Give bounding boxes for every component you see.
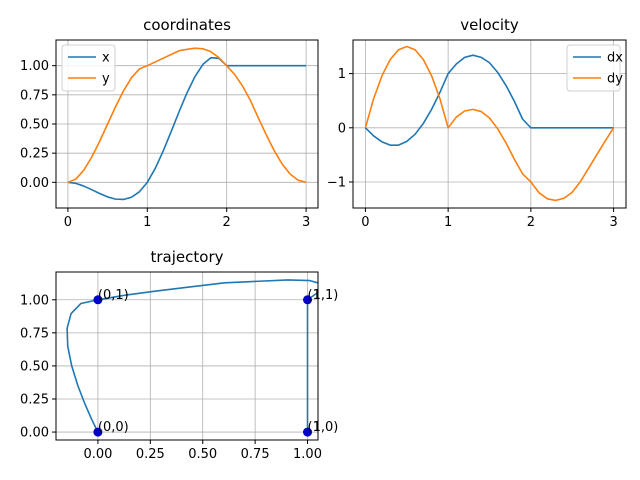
axes-frame	[55, 39, 319, 209]
x-tick-label: 2	[527, 215, 535, 230]
point-label: (1,0)	[308, 420, 339, 435]
x-tick-label: 1	[143, 215, 151, 230]
y-tick-label: 1	[338, 67, 346, 82]
series-line-y	[67, 47, 307, 184]
plot-area	[66, 279, 318, 433]
y-tick-label: 0.50	[20, 118, 49, 133]
plot-area	[67, 47, 307, 201]
point-marker	[303, 427, 313, 437]
point-marker	[303, 295, 313, 305]
x-tick-label: 1.00	[293, 447, 322, 462]
legend: dx dy	[566, 44, 623, 92]
x-tick-label: 0	[64, 215, 72, 230]
axes-frame	[352, 39, 627, 209]
y-tick-label: 0	[338, 121, 346, 136]
x-tick-label: 0.50	[188, 447, 217, 462]
x-tick-label: 0.25	[136, 447, 165, 462]
point-marker	[93, 295, 103, 305]
series-line-dy	[364, 45, 615, 202]
y-tick-label: 0.25	[20, 147, 49, 162]
trajectory-panel: 0.00 0.25 0.50 0.75 1.00 0.00 0.25 0.50 0.75 1.00…	[20, 248, 338, 462]
y-tick-label: 0.75	[20, 326, 49, 341]
x-tick-label: 0.00	[83, 447, 112, 462]
y-tick-label: 0.00	[20, 426, 49, 441]
axes-frame	[55, 271, 319, 441]
point-label: (0,0)	[98, 420, 129, 435]
series-line-dx	[364, 54, 614, 146]
y-tick-label: 0.25	[20, 392, 49, 407]
legend: xy	[61, 44, 116, 92]
legend-label: dx	[607, 51, 623, 66]
y-tick-label: −1	[327, 175, 346, 190]
x-tick-label: 1	[444, 215, 452, 230]
point-marker	[93, 427, 103, 437]
chart-title: coordinates	[143, 16, 231, 34]
x-tick-label: 0	[361, 215, 369, 230]
legend-label: y	[102, 72, 110, 87]
point-label: (0,1)	[98, 288, 129, 303]
y-tick-label: 0.00	[20, 176, 49, 191]
y-tick-label: 0.75	[20, 88, 49, 103]
chart-title: velocity	[460, 16, 519, 34]
series-line-trajectory	[66, 279, 318, 433]
x-tick-label: 0.75	[241, 447, 270, 462]
legend-label: x	[102, 51, 110, 66]
legend-label: dy	[607, 72, 623, 87]
velocity-panel: 0 1 2 3 −1 0 1 velocity dx dy	[327, 16, 627, 230]
chart-title: trajectory	[151, 248, 224, 266]
series-line-x	[67, 56, 307, 201]
plot-area	[364, 45, 615, 202]
point-label: (1,1)	[308, 288, 339, 303]
x-tick-label: 3	[302, 215, 310, 230]
y-tick-label: 1.00	[20, 59, 49, 74]
x-tick-label: 3	[609, 215, 617, 230]
y-tick-label: 0.50	[20, 359, 49, 374]
x-tick-label: 2	[223, 215, 231, 230]
y-tick-label: 1.00	[20, 293, 49, 308]
coordinates-panel: 0 1 2 3 0.00 0.25 0.50 0.75 1.00 coordinates xy	[20, 16, 319, 230]
